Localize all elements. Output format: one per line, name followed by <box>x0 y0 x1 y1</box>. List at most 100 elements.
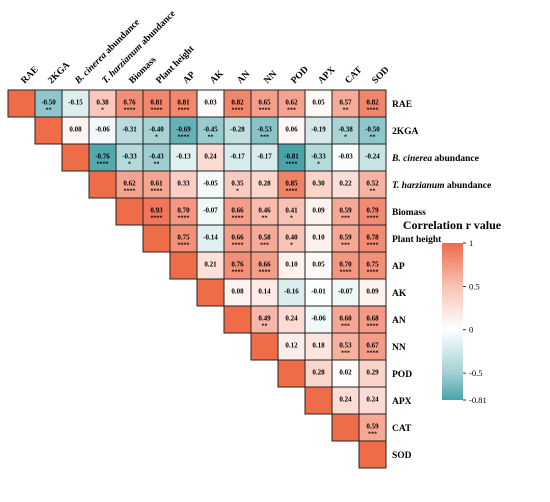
cell-significance: * <box>344 135 347 141</box>
column-label: AN <box>236 69 253 86</box>
correlation-cell <box>34 89 63 118</box>
correlation-cell <box>250 224 279 253</box>
correlation-cell <box>331 359 360 388</box>
diagonal-cell <box>142 224 171 253</box>
cell-value: 0.93 <box>150 207 163 215</box>
cell-value: -0.06 <box>95 126 110 134</box>
correlation-cell <box>331 89 360 118</box>
correlation-cell <box>277 278 306 307</box>
cell-value: 0.65 <box>258 99 271 107</box>
row-label: Plant height <box>392 235 442 245</box>
cell-significance: ** <box>370 189 376 195</box>
correlation-cell <box>331 386 360 415</box>
cell-significance: *** <box>341 324 350 330</box>
correlation-cell <box>304 305 333 334</box>
cell-value: -0.43 <box>149 153 164 161</box>
cell-significance: **** <box>232 216 244 222</box>
cell-significance: **** <box>178 243 190 249</box>
cell-value: -0.38 <box>338 126 353 134</box>
cell-significance: *** <box>260 135 269 141</box>
cell-value: 0.59 <box>339 234 352 242</box>
legend-title: Correlation r value <box>403 218 502 232</box>
cell-value: 0.24 <box>339 396 352 404</box>
cell-value: 0.03 <box>204 99 217 107</box>
cell-significance: **** <box>259 108 271 114</box>
cell-value: -0.31 <box>122 126 137 134</box>
cell-value: 0.10 <box>285 261 298 269</box>
cell-significance: ** <box>46 108 52 114</box>
correlation-cell <box>304 251 333 280</box>
correlation-cell <box>196 197 225 226</box>
correlation-cell <box>196 251 225 280</box>
cell-value: -0.19 <box>311 126 326 134</box>
cell-significance: * <box>290 216 293 222</box>
cell-value: -0.06 <box>311 315 326 323</box>
cell-value: -0.16 <box>284 288 299 296</box>
column-label: SOD <box>371 65 392 86</box>
correlation-cell <box>250 251 279 280</box>
cell-significance: **** <box>151 108 163 114</box>
diagonal-cell <box>88 170 117 199</box>
cell-value: -0.33 <box>122 153 137 161</box>
cell-value: 0.24 <box>285 315 298 323</box>
cell-value: -0.28 <box>230 126 245 134</box>
cell-significance: **** <box>124 189 136 195</box>
correlation-cell <box>115 143 144 172</box>
correlation-cell <box>331 197 360 226</box>
cell-significance: ** <box>262 216 268 222</box>
cell-value: 0.81 <box>177 99 190 107</box>
cell-significance: **** <box>151 189 163 195</box>
row-label: NN <box>392 343 406 353</box>
cell-significance: **** <box>367 216 379 222</box>
correlation-cell <box>358 170 387 199</box>
cell-significance: **** <box>367 270 379 276</box>
cell-value: 0.59 <box>366 423 379 431</box>
cell-significance: * <box>236 189 239 195</box>
cell-value: 0.66 <box>231 234 244 242</box>
correlation-cell <box>331 278 360 307</box>
cell-significance: **** <box>178 108 190 114</box>
cell-value: 0.40 <box>285 234 298 242</box>
heatmap-cells: -0.50**-0.15 0.38*0.76****0.81****0.81***… <box>7 89 387 469</box>
diagonal-cell <box>223 305 252 334</box>
row-label: Biomass <box>392 208 426 218</box>
correlation-cell <box>223 89 252 118</box>
column-label: AP <box>182 70 198 86</box>
cell-value: 0.62 <box>123 180 136 188</box>
cell-value: 0.06 <box>285 126 298 134</box>
row-label: AN <box>392 316 406 326</box>
cell-significance: **** <box>367 108 379 114</box>
cell-value: -0.13 <box>176 153 191 161</box>
diagonal-cell <box>331 413 360 442</box>
cell-significance: **** <box>259 270 271 276</box>
correlation-cell <box>358 386 387 415</box>
cell-value: 0.09 <box>366 288 379 296</box>
cell-value: 0.28 <box>258 180 271 188</box>
cell-significance: ** <box>343 108 349 114</box>
cell-value: 0.76 <box>231 261 244 269</box>
diagonal-cell <box>61 143 90 172</box>
diagonal-cell <box>358 440 387 469</box>
cell-significance: **** <box>124 108 136 114</box>
cell-value: -0.15 <box>68 99 83 107</box>
row-label: APX <box>392 397 412 407</box>
cell-value: -0.24 <box>365 153 380 161</box>
diagonal-cell <box>304 386 333 415</box>
cell-value: -0.76 <box>95 153 110 161</box>
cell-significance: **** <box>286 162 298 168</box>
legend-tick-label: 0.5 <box>469 281 480 291</box>
cell-value: -0.14 <box>203 234 218 242</box>
cell-value: 0.60 <box>339 315 352 323</box>
cell-value: 0.82 <box>231 99 244 107</box>
cell-value: 0.12 <box>285 342 298 350</box>
cell-significance: **** <box>151 216 163 222</box>
column-label: NN <box>263 69 280 86</box>
row-labels: RAE 2KGA B. cinerea abundance T. harzianum … <box>391 100 491 461</box>
cell-value: -0.40 <box>149 126 164 134</box>
cell-significance: *** <box>287 108 296 114</box>
cell-value: 0.78 <box>366 234 379 242</box>
cell-value: -0.07 <box>338 288 353 296</box>
correlation-cell <box>358 305 387 334</box>
